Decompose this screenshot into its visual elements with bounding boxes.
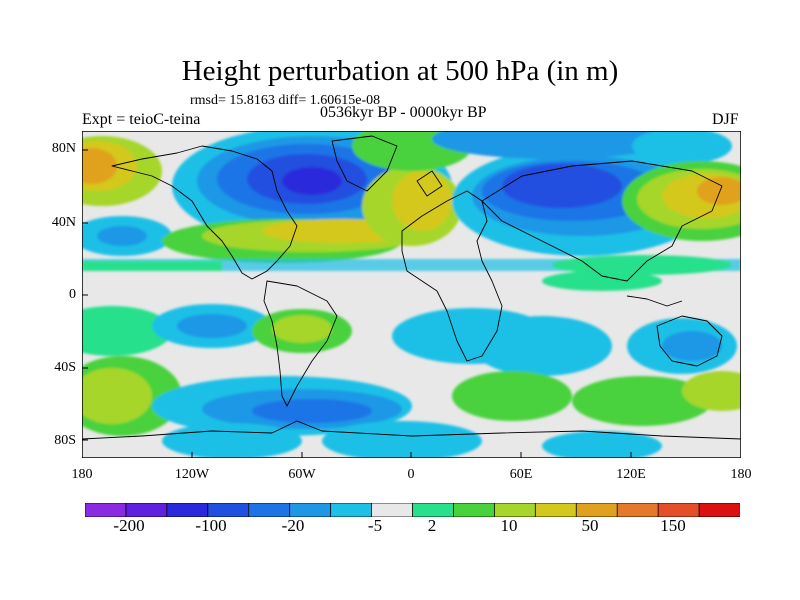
colorbar-label: -20: [281, 516, 305, 535]
lon-tick-label: 0: [407, 467, 415, 482]
colorbar-swatch: [330, 503, 373, 517]
colorbar-swatch: [657, 503, 700, 517]
colorbar-label: 150: [660, 516, 686, 535]
map-title: Height perturbation at 500 hPa (in m): [181, 55, 619, 87]
colorbar-label: 2: [427, 516, 437, 535]
lon-tick-label: 120E: [616, 467, 646, 482]
colorbar-label: 10: [500, 516, 518, 535]
lon-tick-label: 60E: [509, 467, 533, 482]
season-label: DJF: [712, 111, 739, 128]
lon-tick-label: 120W: [174, 467, 210, 482]
colorbar-swatch: [289, 503, 332, 517]
rmsd-stats: rmsd= 15.8163 diff= 1.60615e-08: [190, 93, 381, 108]
colorbar-label: 50: [581, 516, 599, 535]
colorbar-swatch: [207, 503, 250, 517]
colorbar-swatch: [371, 503, 414, 517]
coastlines: [82, 135, 741, 440]
colorbar-swatch: [698, 503, 740, 517]
lat-tick-label: 0: [69, 287, 76, 302]
colorbar-swatch: [412, 503, 455, 517]
lat-tick-label: 40N: [51, 215, 76, 230]
colorbar-swatch: [453, 503, 496, 517]
colorbar-swatch: [575, 503, 618, 517]
colorbar: [85, 503, 740, 517]
height-field: [82, 131, 741, 458]
colorbar-swatch: [616, 503, 659, 517]
colorbar-swatch: [493, 503, 537, 517]
colorbar-swatch: [534, 503, 577, 517]
colorbar-label: -5: [367, 516, 383, 535]
colorbar-label: -200: [113, 516, 145, 535]
lat-tick-label: 80S: [54, 433, 76, 448]
lat-tick-label: 80N: [51, 141, 76, 156]
lon-tick-label: 180: [71, 467, 93, 482]
lat-tick-label: 40S: [54, 360, 76, 375]
period-label: 0536kyr BP - 0000kyr BP: [320, 104, 487, 121]
lon-tick-label: 180: [730, 467, 752, 482]
lon-tick-label: 60W: [288, 467, 316, 482]
axis-ticks: [82, 149, 632, 458]
map-plot: [82, 131, 741, 458]
colorbar-swatch: [125, 503, 168, 517]
colorbar-label: -100: [195, 516, 227, 535]
colorbar-swatch: [85, 503, 127, 517]
colorbar-swatch: [248, 503, 291, 517]
colorbar-swatch: [166, 503, 209, 517]
experiment-label: Expt = teioC-teina: [82, 111, 201, 128]
